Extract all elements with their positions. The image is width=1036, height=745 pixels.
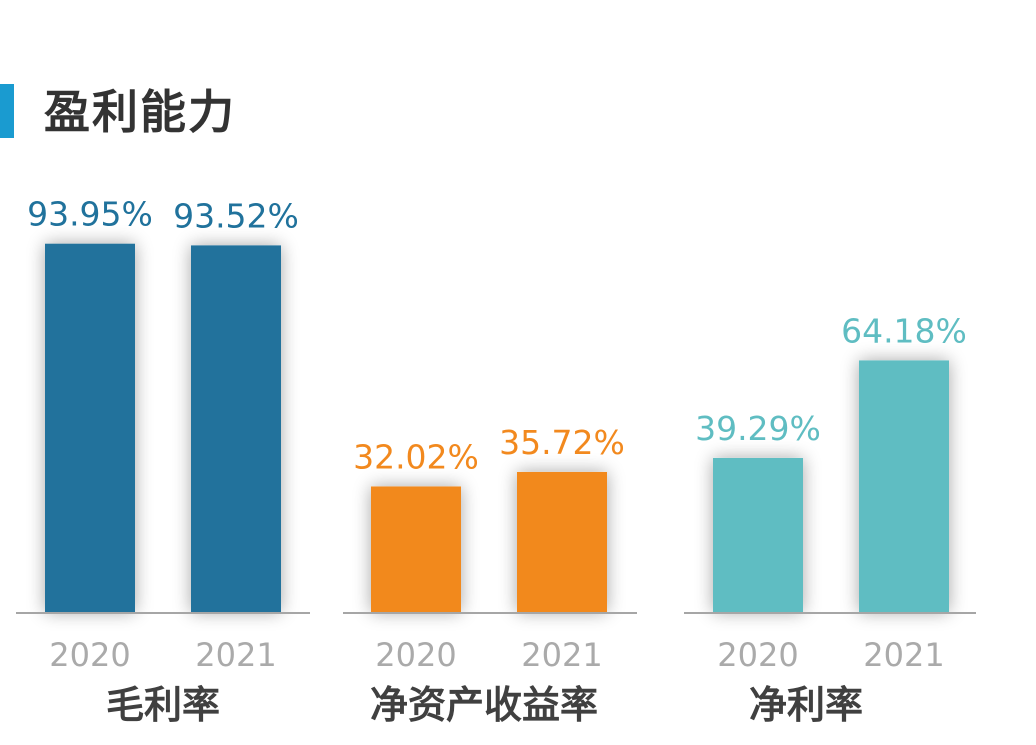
category-label: 2021 bbox=[863, 636, 944, 674]
category-label: 2021 bbox=[521, 636, 602, 674]
group-label: 净资产收益率 bbox=[370, 683, 598, 727]
data-label: 93.52% bbox=[173, 196, 299, 235]
bar bbox=[371, 486, 461, 612]
group-label: 净利率 bbox=[749, 683, 863, 727]
category-label: 2021 bbox=[195, 636, 276, 674]
data-label: 64.18% bbox=[841, 311, 967, 350]
data-label: 93.95% bbox=[27, 195, 153, 234]
page-title: 盈利能力 bbox=[44, 85, 236, 139]
bar bbox=[517, 471, 607, 612]
data-label: 32.02% bbox=[353, 437, 479, 476]
bar-group: 93.95% 2020 93.52% 2021 毛利率 bbox=[16, 195, 310, 727]
category-label: 2020 bbox=[717, 636, 798, 674]
bar bbox=[191, 245, 281, 612]
group-label: 毛利率 bbox=[106, 683, 220, 727]
bar bbox=[713, 457, 803, 612]
data-label: 39.29% bbox=[695, 409, 821, 448]
bar bbox=[859, 360, 949, 612]
title-accent-bar bbox=[0, 84, 14, 138]
bar bbox=[45, 243, 135, 612]
category-label: 2020 bbox=[49, 636, 130, 674]
bar-group: 32.02% 2020 35.72% 2021 净资产收益率 bbox=[343, 423, 637, 727]
data-label: 35.72% bbox=[499, 423, 625, 462]
category-label: 2020 bbox=[375, 636, 456, 674]
